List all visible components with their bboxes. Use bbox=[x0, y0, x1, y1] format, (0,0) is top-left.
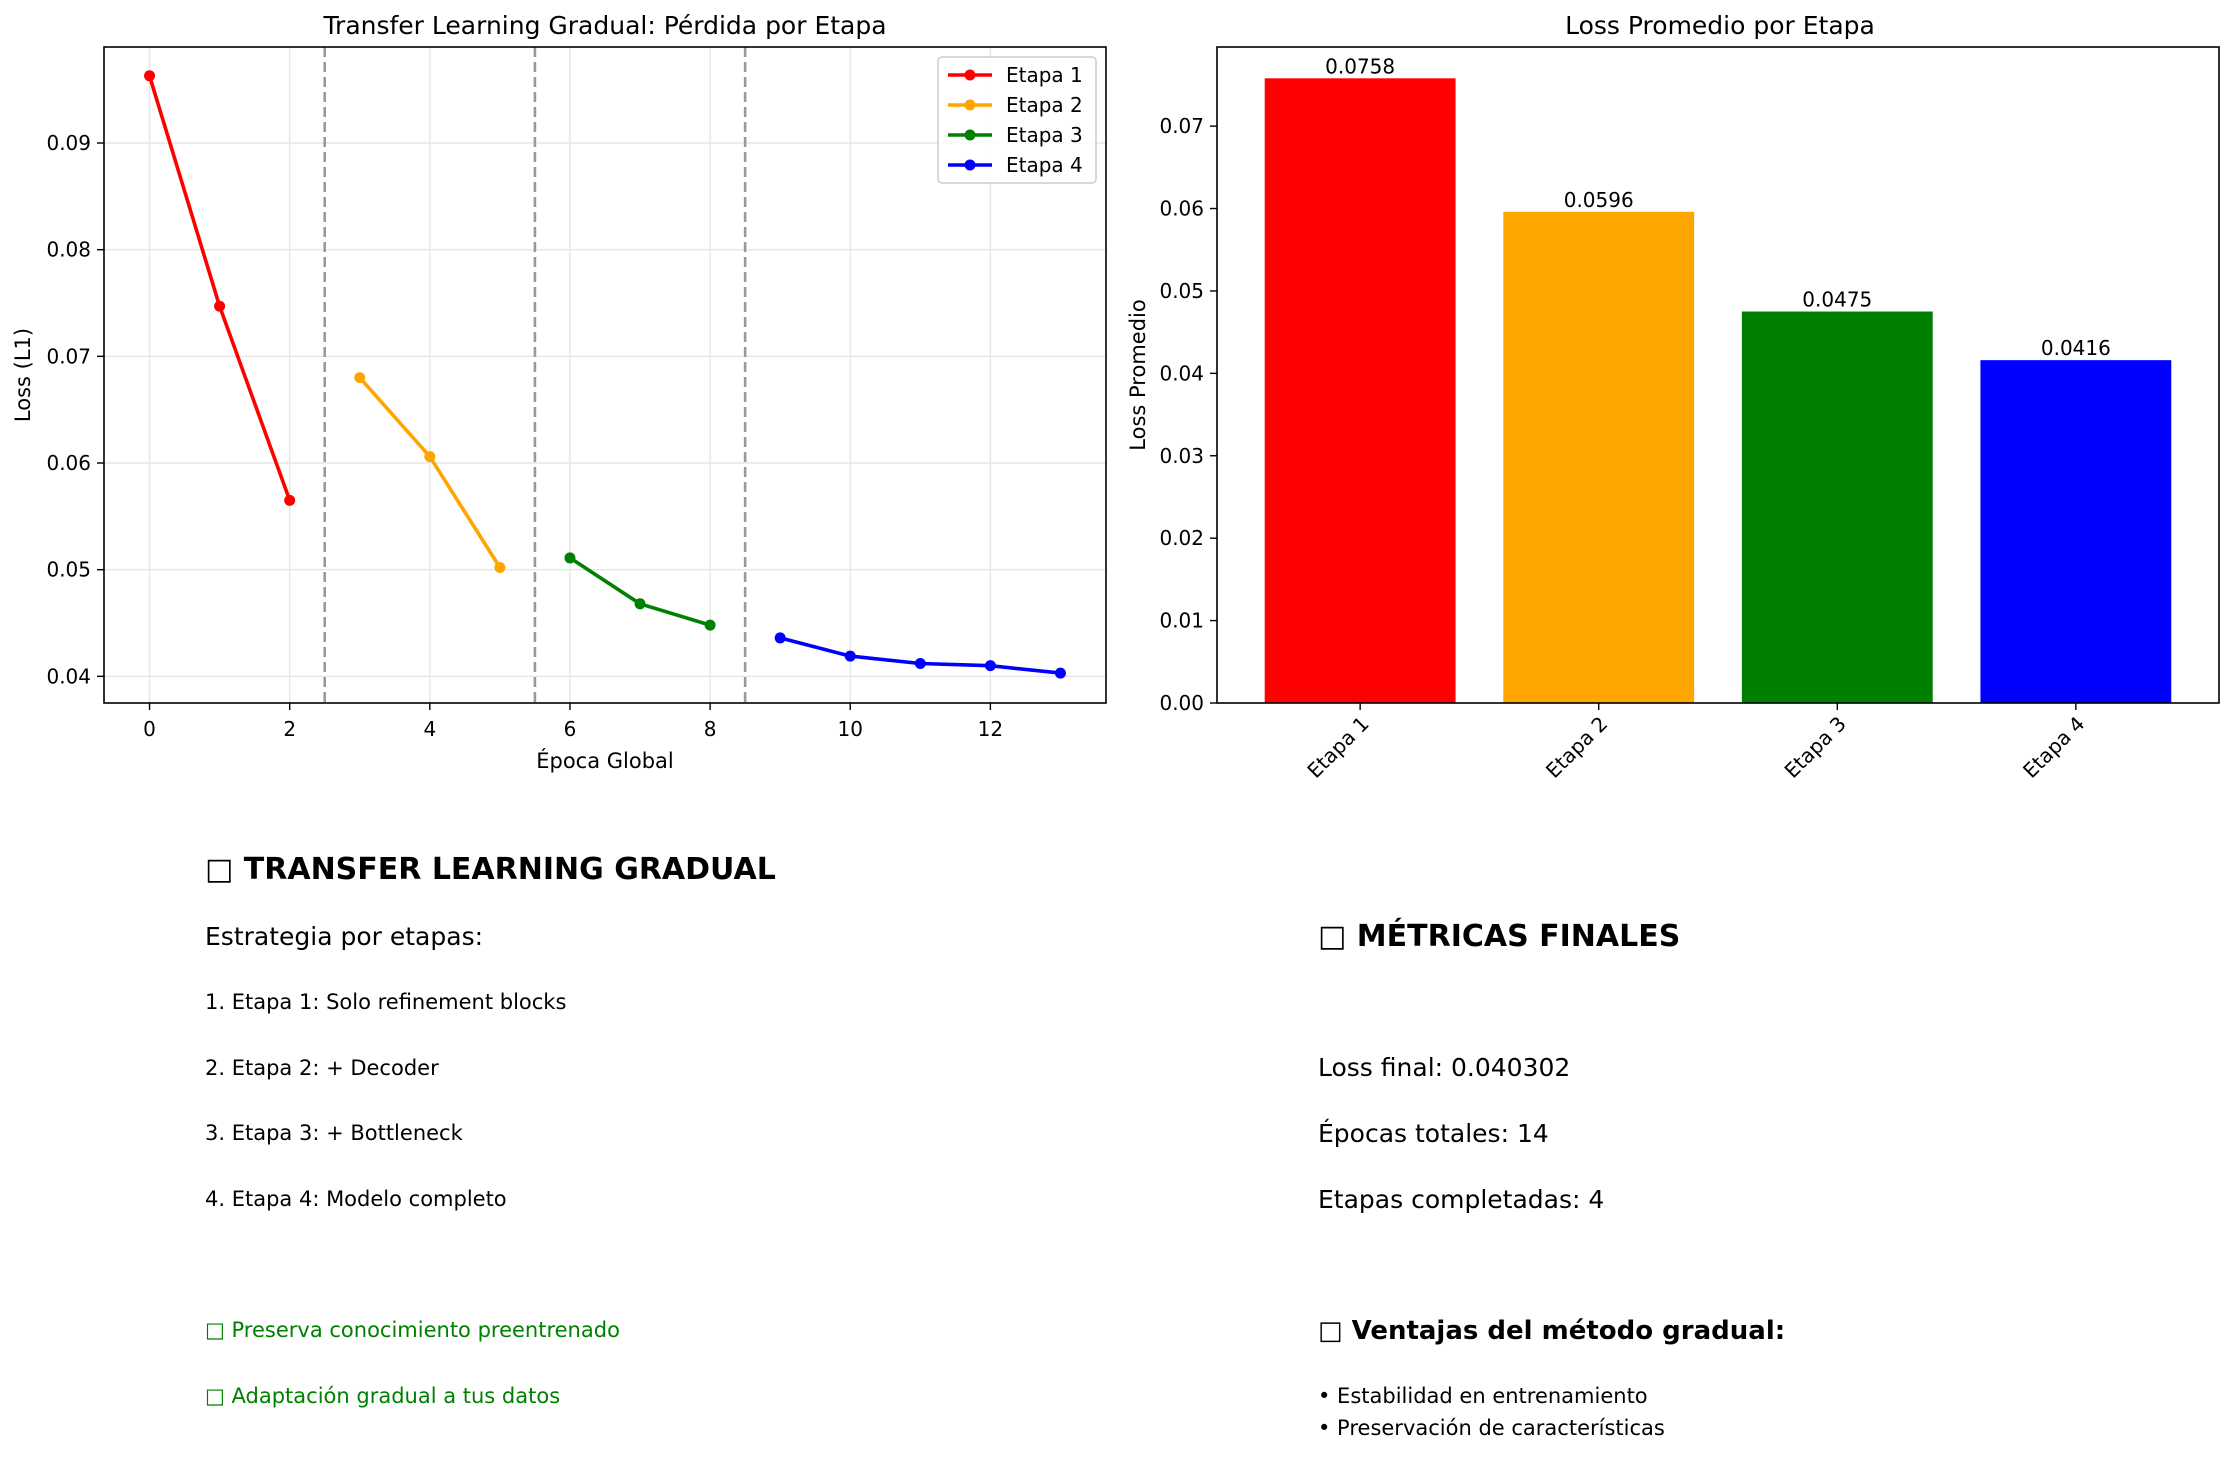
x-tick-label: 4 bbox=[423, 717, 436, 741]
metric-stages-done: Etapas completadas: 4 bbox=[1318, 1185, 1605, 1214]
line-chart-y-label: Loss (L1) bbox=[11, 328, 35, 422]
charts-area: Transfer Learning Gradual: Pérdida por E… bbox=[11, 11, 2220, 783]
strategy-heading: Estrategia por etapas: bbox=[205, 922, 484, 951]
bar-etapa-2 bbox=[1503, 211, 1695, 703]
x-tick-label: 2 bbox=[283, 717, 296, 741]
x-tick-label: Etapa 3 bbox=[1780, 712, 1851, 783]
bar-chart-x-ticks: Etapa 1 Etapa 2 Etapa 3 Etapa 4 bbox=[1302, 703, 2089, 783]
bar-etapa-1 bbox=[1264, 78, 1456, 703]
data-point-etapa-2 bbox=[354, 372, 366, 384]
step-3: 3. Etapa 3: + Bottleneck bbox=[205, 1121, 463, 1145]
line-chart: Transfer Learning Gradual: Pérdida por E… bbox=[11, 11, 1107, 773]
advantage-1: • Estabilidad en entrenamiento bbox=[1318, 1384, 1648, 1408]
x-tick-label: Etapa 2 bbox=[1541, 712, 1612, 783]
stage-boundary-lines bbox=[323, 47, 747, 703]
legend-marker-etapa-3 bbox=[964, 129, 976, 141]
bar-value-label: 0.0758 bbox=[1325, 54, 1395, 78]
data-point-etapa-1 bbox=[144, 70, 156, 82]
y-tick-label: 0.06 bbox=[1159, 197, 1204, 221]
metric-loss-final: Loss final: 0.040302 bbox=[1318, 1053, 1571, 1082]
y-tick-label: 0.05 bbox=[46, 558, 91, 582]
y-tick-label: 0.04 bbox=[1159, 361, 1204, 385]
bar-chart-y-label: Loss Promedio bbox=[1126, 299, 1150, 450]
bar-value-label: 0.0416 bbox=[2041, 336, 2111, 360]
data-point-etapa-2 bbox=[424, 451, 436, 463]
x-tick-label: 8 bbox=[704, 717, 717, 741]
data-point-etapa-4 bbox=[1054, 667, 1066, 679]
advantage-2: • Preservación de características bbox=[1318, 1416, 1665, 1440]
x-tick-label: Etapa 1 bbox=[1302, 712, 1373, 783]
bar-chart: Loss Promedio por Etapa 0.0758 0.0596 0.04… bbox=[1126, 11, 2220, 783]
metric-epochs-total: Épocas totales: 14 bbox=[1318, 1119, 1549, 1148]
line-chart-frame bbox=[103, 46, 1107, 704]
bar-value-label: 0.0596 bbox=[1564, 188, 1634, 212]
x-tick-label: Etapa 4 bbox=[2018, 712, 2089, 783]
bar-chart-value-labels: 0.0758 0.0596 0.0475 0.0416 bbox=[1325, 54, 2111, 360]
line-chart-series bbox=[144, 70, 1066, 679]
data-point-etapa-1 bbox=[284, 494, 296, 506]
bar-etapa-4 bbox=[1980, 360, 2172, 703]
data-point-etapa-2 bbox=[494, 562, 506, 574]
summary-title: □ TRANSFER LEARNING GRADUAL bbox=[205, 852, 776, 887]
bar-chart-bars bbox=[1264, 78, 2172, 703]
y-tick-label: 0.07 bbox=[1159, 114, 1204, 138]
x-tick-label: 10 bbox=[838, 717, 863, 741]
y-tick-label: 0.07 bbox=[46, 344, 91, 368]
y-tick-label: 0.02 bbox=[1159, 526, 1204, 550]
y-tick-label: 0.08 bbox=[46, 238, 91, 262]
data-point-etapa-4 bbox=[984, 660, 996, 672]
line-chart-y-ticks: 0.04 0.05 0.06 0.07 0.08 0.09 bbox=[46, 131, 104, 688]
y-tick-label: 0.06 bbox=[46, 451, 91, 475]
legend-marker-etapa-2 bbox=[964, 99, 976, 111]
x-tick-label: 6 bbox=[564, 717, 577, 741]
benefit-1: □ Preserva conocimiento preentrenado bbox=[205, 1318, 620, 1342]
bar-value-label: 0.0475 bbox=[1802, 288, 1872, 312]
legend-label-etapa-2: Etapa 2 bbox=[1006, 93, 1083, 117]
data-point-etapa-3 bbox=[634, 598, 646, 610]
y-tick-label: 0.09 bbox=[46, 131, 91, 155]
x-tick-label: 0 bbox=[143, 717, 156, 741]
data-point-etapa-4 bbox=[774, 632, 786, 644]
line-chart-legend: Etapa 1 Etapa 2 Etapa 3 Etapa 4 bbox=[937, 56, 1097, 184]
y-tick-label: 0.01 bbox=[1159, 609, 1204, 633]
y-tick-label: 0.05 bbox=[1159, 279, 1204, 303]
legend-marker-etapa-4 bbox=[964, 159, 976, 171]
legend-label-etapa-3: Etapa 3 bbox=[1006, 123, 1083, 147]
line-chart-x-label: Época Global bbox=[536, 748, 674, 773]
data-point-etapa-3 bbox=[564, 552, 576, 564]
data-point-etapa-1 bbox=[214, 300, 226, 312]
metrics-title: □ MÉTRICAS FINALES bbox=[1318, 919, 1681, 954]
legend-label-etapa-1: Etapa 1 bbox=[1006, 63, 1083, 87]
bar-etapa-3 bbox=[1741, 311, 1933, 703]
bar-chart-frame bbox=[1216, 46, 2220, 704]
step-1: 1. Etapa 1: Solo refinement blocks bbox=[205, 990, 567, 1014]
y-tick-label: 0.00 bbox=[1159, 691, 1204, 715]
bar-chart-title: Loss Promedio por Etapa bbox=[1565, 11, 1875, 40]
data-point-etapa-4 bbox=[844, 650, 856, 662]
series-line-etapa-3 bbox=[569, 556, 711, 627]
line-chart-x-ticks: 0 2 4 6 8 10 12 bbox=[143, 703, 1003, 741]
y-tick-label: 0.03 bbox=[1159, 444, 1204, 468]
data-point-etapa-4 bbox=[914, 658, 926, 670]
legend-label-etapa-4: Etapa 4 bbox=[1006, 153, 1083, 177]
x-tick-label: 12 bbox=[978, 717, 1003, 741]
data-point-etapa-3 bbox=[704, 619, 716, 631]
line-chart-title: Transfer Learning Gradual: Pérdida por E… bbox=[322, 11, 886, 40]
series-line-etapa-1 bbox=[147, 75, 292, 501]
bar-chart-y-ticks: 0.00 0.01 0.02 0.03 0.04 0.05 0.06 0.07 bbox=[1159, 114, 1217, 715]
legend-marker-etapa-1 bbox=[964, 69, 976, 81]
benefit-2: □ Adaptación gradual a tus datos bbox=[205, 1384, 561, 1408]
step-4: 4. Etapa 4: Modelo completo bbox=[205, 1187, 507, 1211]
step-2: 2. Etapa 2: + Decoder bbox=[205, 1056, 439, 1080]
advantages-title: □ Ventajas del método gradual: bbox=[1318, 1316, 1786, 1346]
y-tick-label: 0.04 bbox=[46, 664, 91, 688]
